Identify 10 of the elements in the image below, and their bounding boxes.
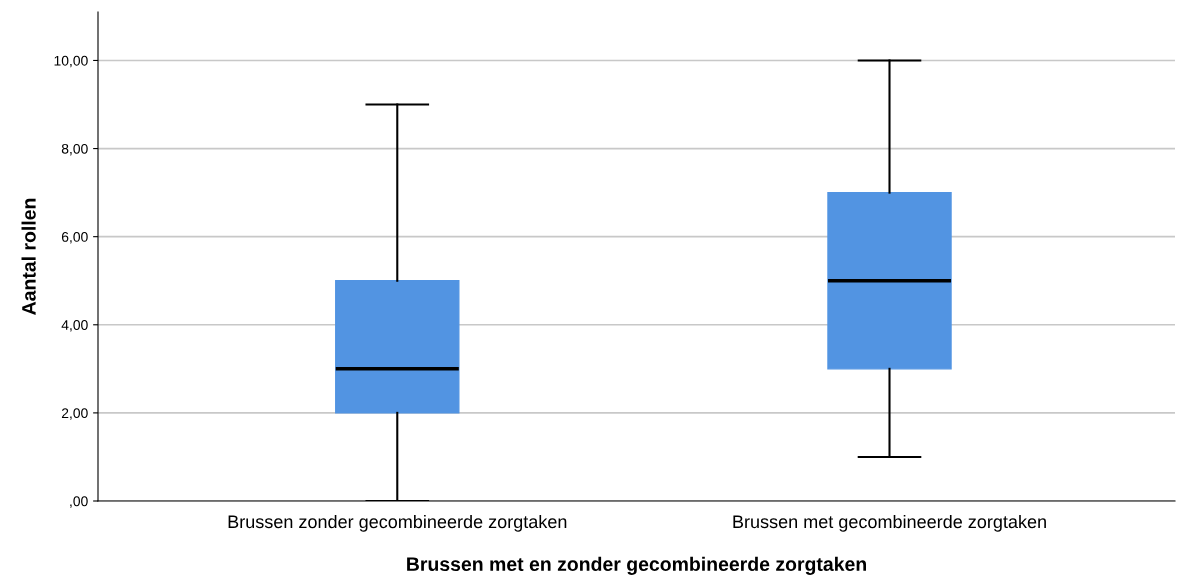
x-axis-title: Brussen met en zonder gecombineerde zorgtaken <box>407 556 866 575</box>
y-tick-label: 8,00 <box>61 143 88 156</box>
y-tick-label: 2,00 <box>61 408 88 420</box>
y-tick-label: 4,00 <box>61 320 88 332</box>
y-axis-title: Aantal rollen <box>21 198 36 315</box>
y-tick-label: 6,00 <box>61 232 88 244</box>
y-tick-label: 10,00 <box>54 55 88 68</box>
y-tick-label: ,00 <box>70 496 88 508</box>
x-tick-label: Brussen met gecombineerde zorgtaken <box>733 514 1046 532</box>
x-tick-label: Brussen zonder gecombineerde zorgtaken <box>228 514 567 532</box>
